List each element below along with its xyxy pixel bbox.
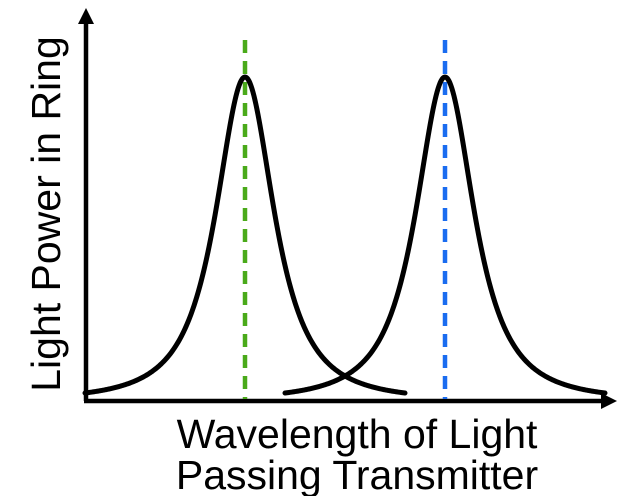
y-axis-arrowhead: [78, 8, 94, 24]
x-axis-label-line-1: Wavelength of Light: [177, 411, 538, 457]
left-resonance-curve: [82, 74, 408, 396]
x-axis-label-line-2: Passing Transmitter: [176, 452, 538, 496]
y-axis-label: Light Power in Ring: [23, 36, 69, 392]
x-axis-arrowhead: [601, 393, 617, 409]
right-resonance-curve: [282, 74, 608, 396]
